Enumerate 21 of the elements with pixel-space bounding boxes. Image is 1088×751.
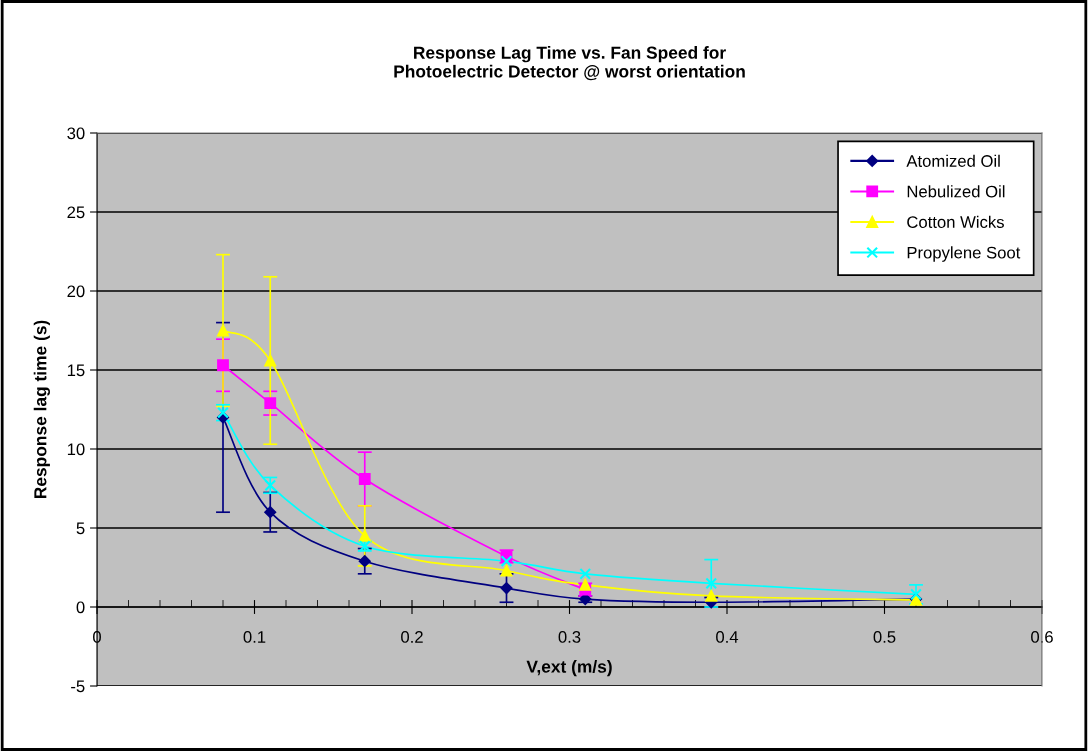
legend-label: Atomized Oil <box>906 154 1000 167</box>
y-tick-label: -5 <box>71 680 85 693</box>
x-tick-label: 0.1 <box>243 631 266 643</box>
x-tick-label: 0.5 <box>873 631 896 643</box>
y-tick-label: 10 <box>67 443 85 456</box>
chart-title: Response Lag Time vs. Fan Speed for Photoelectric Detector @ worst orientation <box>394 46 745 81</box>
y-tick-label: 25 <box>67 206 85 219</box>
x-tick-label: 0.6 <box>1031 631 1053 643</box>
y-tick-label: 20 <box>67 285 85 298</box>
y-tick-label: 0 <box>76 601 85 614</box>
x-tick-label: 0.2 <box>401 631 423 643</box>
x-tick-label: 0.4 <box>716 631 739 643</box>
x-axis-title: V,ext (m/s) <box>526 660 612 677</box>
legend-label: Nebulized Oil <box>907 185 1005 198</box>
x-tick-label: 0.3 <box>558 631 581 643</box>
y-tick-label: 5 <box>76 522 85 535</box>
y-tick-label: 30 <box>67 127 85 140</box>
legend-label: Propylene Soot <box>907 246 1021 262</box>
y-tick-label: 15 <box>67 364 85 377</box>
y-axis-title: Response lag time (s) <box>33 320 50 499</box>
legend-label: Cotton Wicks <box>907 215 1004 228</box>
